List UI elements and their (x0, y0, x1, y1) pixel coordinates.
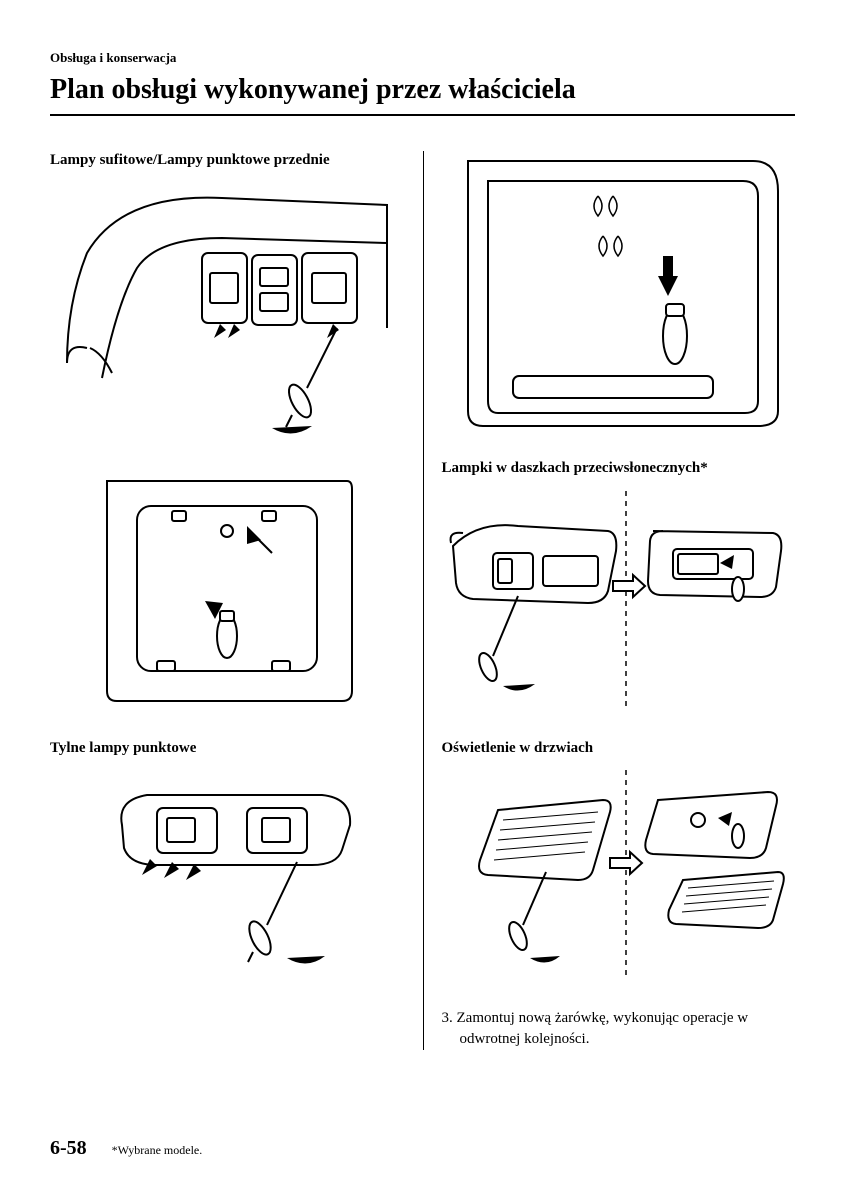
footnote: *Wybrane modele. (112, 1143, 203, 1158)
page-header: Obsługa i konserwacja Plan obsługi wykon… (50, 50, 795, 116)
right-column: Lampki w daszkach przeciwsłonecznych* (423, 151, 796, 1050)
figure-visor-lamps (442, 491, 796, 711)
figure-rear-spot-lamps (50, 770, 405, 970)
ceiling-lamp-detail-diagram (97, 471, 357, 711)
figure-door-lights (442, 770, 796, 980)
section-heading-ceiling-lamps: Lampy sufitowe/Lampy punktowe przednie (50, 151, 405, 171)
rear-spot-diagram (72, 770, 382, 970)
figure-ceiling-lamp-detail (50, 471, 405, 711)
chapter-label: Obsługa i konserwacja (50, 50, 795, 66)
figure-visor-top (442, 151, 796, 431)
ceiling-lamps-diagram (62, 183, 392, 443)
visor-lamps-diagram (448, 491, 788, 711)
figure-ceiling-lamps (50, 183, 405, 443)
section-heading-rear-spot: Tylne lampy punktowe (50, 739, 405, 759)
page-title: Plan obsługi wykonywanej przez właścicie… (50, 74, 795, 116)
content-columns: Lampy sufitowe/Lampy punktowe przednie (50, 151, 795, 1050)
visor-top-diagram (453, 151, 783, 431)
page-number: 6-58 (50, 1137, 87, 1160)
section-heading-door-lights: Oświetlenie w drzwiach (442, 739, 796, 759)
page-footer: 6-58 *Wybrane modele. (50, 1137, 795, 1160)
door-lights-diagram (448, 770, 788, 980)
section-heading-visor-lamps: Lampki w daszkach przeciwsłonecznych* (442, 459, 796, 479)
instruction-step-3: 3. Zamontuj nową żarówkę, wykonując oper… (442, 1008, 796, 1050)
left-column: Lampy sufitowe/Lampy punktowe przednie (50, 151, 423, 1050)
